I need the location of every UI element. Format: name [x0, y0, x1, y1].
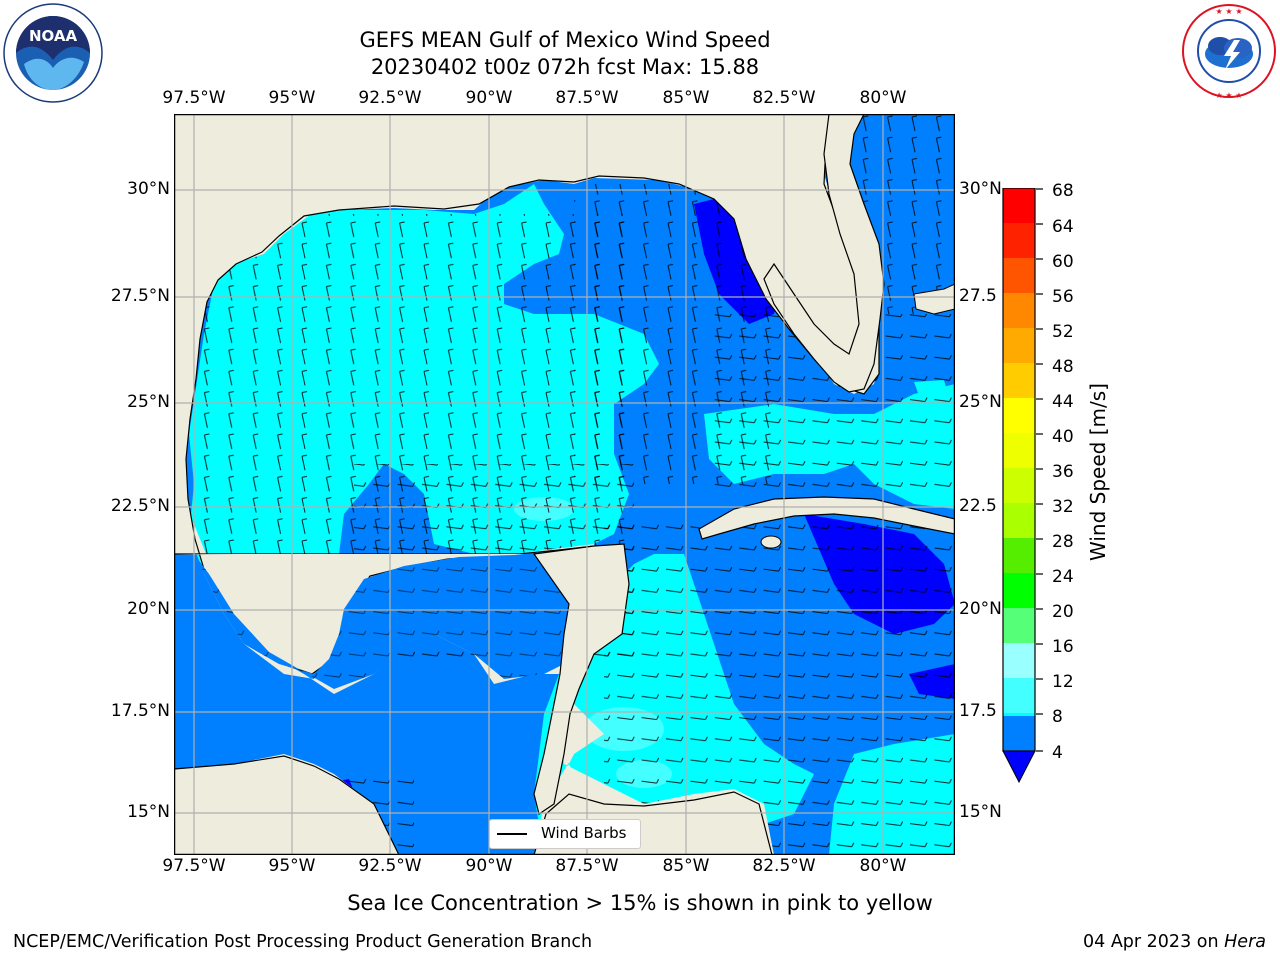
colorbar-tick-marks	[1036, 188, 1046, 754]
lat-label-left: 27.5°N	[110, 286, 170, 306]
lon-label-top: 90°W	[465, 88, 513, 108]
colorbar-tick: 32	[1052, 497, 1074, 517]
lat-label-right: 27.5	[959, 286, 997, 306]
lon-label-bottom: 85°W	[662, 856, 710, 876]
lon-label-top: 85°W	[662, 88, 710, 108]
colorbar-tick: 44	[1052, 392, 1074, 412]
lat-label-left: 25°N	[127, 392, 170, 412]
lon-label-top: 87.5°W	[555, 88, 619, 108]
lon-label-bottom: 92.5°W	[358, 856, 422, 876]
colorbar-tick: 52	[1052, 322, 1074, 342]
svg-text:★ ★ ★: ★ ★ ★	[1215, 91, 1242, 100]
lat-label-right: 22.5	[959, 496, 997, 516]
colorbar-tick: 12	[1052, 672, 1074, 692]
svg-text:★ ★ ★: ★ ★ ★	[1215, 7, 1242, 16]
lon-label-bottom: 87.5°W	[555, 856, 619, 876]
graticule	[174, 114, 955, 855]
colorbar	[1002, 187, 1036, 784]
footer-credit: NCEP/EMC/Verification Post Processing Pr…	[13, 932, 593, 952]
map-title: GEFS MEAN Gulf of Mexico Wind Speed	[359, 28, 771, 52]
nws-logo: ★ ★ ★ ★ ★ ★	[1178, 2, 1280, 100]
colorbar-tick: 68	[1052, 181, 1074, 201]
lon-label-bottom: 90°W	[465, 856, 513, 876]
colorbar-tick: 36	[1052, 462, 1074, 482]
lat-label-right: 30°N	[959, 179, 1002, 199]
colorbar-scale	[1002, 187, 1036, 784]
lon-label-top: 97.5°W	[162, 88, 226, 108]
lon-label-top: 82.5°W	[752, 88, 816, 108]
lat-label-left: 15°N	[127, 802, 170, 822]
legend-label: Wind Barbs	[541, 824, 627, 842]
legend-line-swatch	[497, 833, 527, 835]
lat-label-right: 15°N	[959, 802, 1002, 822]
lat-label-left: 22.5°N	[110, 496, 170, 516]
colorbar-tick: 28	[1052, 532, 1074, 552]
noaa-logo: NOAA	[2, 2, 104, 104]
colorbar-label: Wind Speed [m/s]	[1086, 383, 1110, 561]
colorbar-tick: 8	[1052, 707, 1063, 727]
lat-label-left: 17.5°N	[110, 701, 170, 721]
footer-date-text: 04 Apr 2023 on	[1083, 932, 1225, 952]
lon-label-bottom: 97.5°W	[162, 856, 226, 876]
sea-ice-note: Sea Ice Concentration > 15% is shown in …	[347, 891, 933, 915]
footer-date: 04 Apr 2023 on Hera	[1083, 932, 1266, 952]
colorbar-tick: 16	[1052, 637, 1074, 657]
colorbar-tick: 20	[1052, 602, 1074, 622]
lat-label-right: 25°N	[959, 392, 1002, 412]
map-panel: Wind Barbs	[173, 113, 956, 856]
florida	[763, 114, 955, 393]
colorbar-tick: 48	[1052, 357, 1074, 377]
wind-speed-map	[173, 113, 956, 856]
colorbar-tick: 60	[1052, 252, 1074, 272]
lon-label-top: 80°W	[859, 88, 907, 108]
lat-label-right: 20°N	[959, 599, 1002, 619]
footer-machine: Hera	[1224, 932, 1266, 952]
lon-label-bottom: 95°W	[268, 856, 316, 876]
map-legend: Wind Barbs	[489, 819, 641, 849]
colorbar-tick: 4	[1052, 743, 1063, 763]
lat-label-left: 30°N	[127, 179, 170, 199]
lon-label-bottom: 82.5°W	[752, 856, 816, 876]
lat-label-right: 17.5	[959, 701, 997, 721]
colorbar-tick: 56	[1052, 287, 1074, 307]
lon-label-top: 92.5°W	[358, 88, 422, 108]
noaa-abbr: NOAA	[29, 27, 78, 45]
lat-label-left: 20°N	[127, 599, 170, 619]
map-subtitle: 20230402 t00z 072h fcst Max: 15.88	[370, 55, 760, 79]
lon-label-top: 95°W	[268, 88, 316, 108]
yucatan	[532, 543, 630, 815]
colorbar-tick: 64	[1052, 217, 1074, 237]
colorbar-tick: 40	[1052, 427, 1074, 447]
lon-label-bottom: 80°W	[859, 856, 907, 876]
colorbar-tick: 24	[1052, 567, 1074, 587]
